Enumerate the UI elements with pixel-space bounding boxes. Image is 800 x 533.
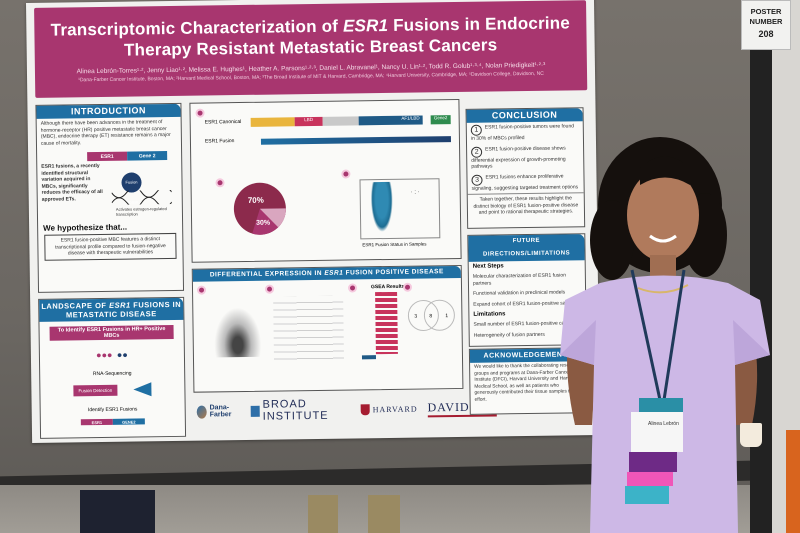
- dana-farber-logo: Dana-Farber: [196, 404, 242, 419]
- differential-expression-section: DIFFERENTIAL EXPRESSION IN ESR1 FUSION P…: [191, 264, 464, 393]
- track1-label: ESR1 Canonical: [204, 119, 242, 126]
- svg-text:8: 8: [429, 313, 432, 319]
- panel-d-marker: [402, 282, 413, 292]
- scatter-plot: · : ·: [359, 178, 441, 240]
- dana-farber-icon: [196, 405, 207, 419]
- conclusion-point-3: 3 ESR1 fusions enhance proliferative sign…: [471, 173, 579, 192]
- fusion-pie-chart: 70% 30%: [233, 182, 286, 235]
- presenter-face: [627, 169, 699, 261]
- step-identify: Identify ESR1 Fusions: [87, 406, 138, 414]
- future-directions-header: FUTURE DIRECTIONS/LIMITATIONS: [468, 234, 585, 262]
- step-fusion-detection: Fusion Detection: [73, 384, 118, 396]
- scatter-caption: ESR1 Fusion Status in Samples: [362, 241, 427, 248]
- step-rna-seq: RNA-Sequencing: [92, 370, 132, 378]
- gsea-title: GSEA Results: [370, 283, 405, 291]
- future-item-1: Molecular characterization of ESR1 fusio…: [472, 272, 567, 287]
- landscape-header: LANDSCAPE OF ESR1 FUSIONS IN METASTATIC …: [39, 297, 184, 322]
- poster-title: Transcriptomic Characterization of ESR1 …: [50, 13, 571, 60]
- presenter-hair: [598, 137, 722, 273]
- panel-a-marker: [196, 285, 207, 295]
- acknowledgements-body: We would like to thank the collaborating…: [474, 363, 581, 403]
- panel-c-marker: [347, 283, 358, 293]
- volcano-plot: [207, 296, 268, 358]
- background-person-legs: [308, 495, 338, 533]
- introduction-body: Although there have been advances in the…: [40, 119, 171, 147]
- name-badge: [631, 412, 683, 452]
- harvard-shield-icon: [360, 403, 370, 415]
- broad-icon: [251, 405, 260, 417]
- panel-a-marker: [195, 108, 205, 118]
- gsea-negative-bar: [361, 355, 377, 360]
- landscape-subheader: To Identify ESR1 Fusions in HR+ Positive…: [49, 324, 174, 341]
- fusion-track: [260, 136, 451, 145]
- acknowledgements-header: ACKNOWLEDGEMENTS: [469, 348, 587, 363]
- board-post: [750, 0, 772, 533]
- conclusion-section: CONCLUSION 1 ESR1 fusion-positive tumors …: [465, 107, 586, 229]
- hypothesis-body: ESR1 fusion-positive MBC features a dist…: [44, 232, 177, 261]
- gsea-bar-chart: [375, 291, 398, 355]
- pipeline-diagram: Fusion Detection: [40, 382, 184, 398]
- scatter-cluster: [370, 181, 394, 233]
- panel-c-marker: [341, 169, 351, 179]
- track2-label: ESR1 Fusion: [204, 138, 235, 145]
- svg-text:Alinea Lebrón: Alinea Lebrón: [648, 421, 679, 427]
- poster-number-line1: POSTER: [750, 7, 782, 16]
- panel-b-marker: [215, 178, 225, 188]
- introduction-section: INTRODUCTION Although there have been ad…: [35, 102, 185, 293]
- poster-number-line2: NUMBER: [749, 17, 783, 26]
- landscape-section: LANDSCAPE OF ESR1 FUSIONS IN METASTATIC …: [38, 296, 187, 439]
- future-directions-section: FUTURE DIRECTIONS/LIMITATIONS Next Steps…: [467, 233, 587, 347]
- poster-number-sign: POSTER NUMBER 208: [741, 0, 791, 50]
- limitation-2: Heterogeneity of fusion partners: [473, 331, 545, 339]
- landscape-fusion-bar: ESR1 GENE2: [80, 418, 145, 426]
- acknowledgements-section: ACKNOWLEDGEMENTS We would like to thank …: [468, 347, 588, 415]
- svg-text:70%: 70%: [248, 196, 264, 205]
- dot-plot: [273, 295, 345, 361]
- svg-text:30%: 30%: [256, 220, 271, 227]
- canonical-track: LBD AF1/LBD Gene2: [250, 115, 451, 127]
- conclusion-point-1: 1 ESR1 fusion-positive tumors were found …: [470, 123, 575, 142]
- dna-fusion-diagram: Fusion Protein Activates estrogen-regula…: [107, 160, 178, 221]
- broad-logo: BROAD INSTITUTE: [251, 398, 351, 423]
- badge-header: [639, 398, 683, 412]
- lanyard: [630, 269, 662, 401]
- background-person-legs: [368, 495, 400, 533]
- track-segment-hinge: [322, 116, 359, 126]
- background-person-legs: [80, 490, 155, 533]
- patient-icons: ●●● ●●: [96, 349, 128, 361]
- funnel-icon: [133, 382, 152, 397]
- paper-cup: [740, 423, 762, 447]
- poster-title-banner: Transcriptomic Characterization of ESR1 …: [34, 0, 588, 98]
- differential-expression-header: DIFFERENTIAL EXPRESSION IN ESR1 FUSION P…: [192, 265, 461, 282]
- track-segment-dbd: [250, 117, 295, 127]
- poster-number-value: 208: [758, 29, 774, 39]
- orange-chair: [786, 430, 800, 533]
- venn-diagram: 3 8 1: [407, 299, 455, 331]
- panel-b-marker: [264, 284, 275, 294]
- svg-text:1: 1: [445, 313, 448, 319]
- conclusion-summary: Taken together, these results highlight …: [467, 192, 585, 219]
- fusion-description: ESR1 fusions, a recently identified stru…: [41, 162, 103, 203]
- diagram-caption: Activates estrogen-regulated transcripti…: [115, 206, 167, 217]
- dna-helix-icon: [111, 189, 172, 205]
- research-poster: Transcriptomic Characterization of ESR1 …: [26, 0, 601, 443]
- institution-logos: Dana-Farber BROAD INSTITUTE HARVARD DAVI…: [196, 394, 497, 424]
- svg-text:3: 3: [414, 314, 417, 320]
- conclusion-point-2: 2 ESR1 fusion-positive disease shows diff…: [471, 144, 566, 170]
- fusion-figure: ESR1 Canonical LBD AF1/LBD Gene2 ESR1 Fu…: [189, 98, 462, 263]
- harvard-logo: HARVARD: [360, 403, 418, 415]
- scatter-points: · : ·: [410, 189, 420, 196]
